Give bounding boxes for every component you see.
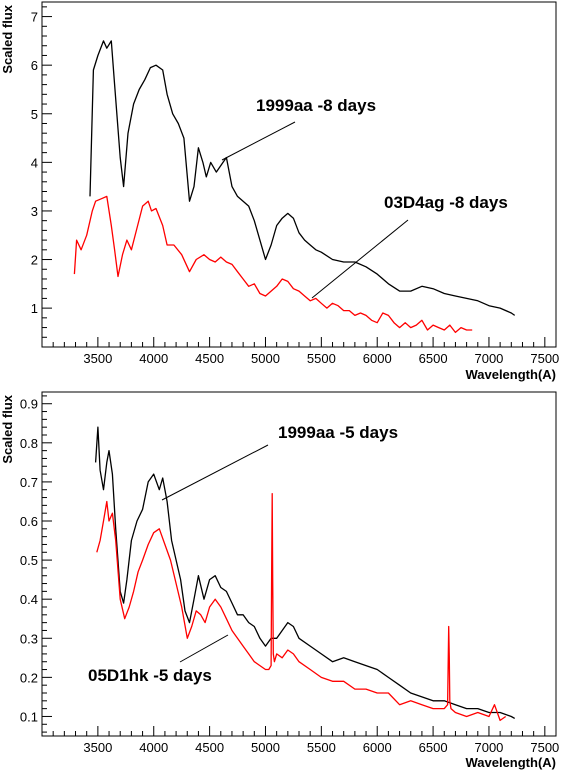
- y-tick-label: 0.7: [20, 475, 38, 490]
- chart-panel-2: 3500 4000 4500 5000 5500 6000 6500 7000 7500 0.1 0…: [0, 391, 559, 770]
- x-tick-label: 3500: [83, 351, 112, 366]
- annotation-label: 1999aa -8 days: [256, 96, 376, 115]
- series-line-red: [73, 195, 473, 334]
- x-tick-label: 4000: [139, 351, 168, 366]
- annotation-pointer: [179, 634, 229, 663]
- x-tick-label: 7500: [530, 351, 559, 366]
- x-tick-label: 7000: [474, 740, 503, 755]
- annotation-label: 1999aa -5 days: [278, 423, 398, 442]
- annotation-label: 03D4ag -8 days: [384, 193, 508, 212]
- series-line-red: [96, 492, 507, 722]
- y-tick-label: 0.3: [20, 631, 38, 646]
- y-tick-label: 4: [31, 155, 38, 170]
- x-axis-label: Wavelength(A): [465, 367, 556, 382]
- y-tick-label: 0.6: [20, 514, 38, 529]
- y-tick-label: 0.9: [20, 397, 38, 412]
- y-tick-label: 0.1: [20, 709, 38, 724]
- x-tick-label: 7500: [530, 740, 559, 755]
- annotation-pointer: [311, 219, 409, 299]
- y-axis-label: Scaled flux: [0, 394, 15, 463]
- annotation-pointer: [161, 444, 269, 501]
- y-tick-label: 3: [31, 204, 38, 219]
- x-tick-label: 4000: [139, 740, 168, 755]
- y-axis-label: Scaled flux: [0, 4, 15, 73]
- y-tick-label: 7: [31, 10, 38, 25]
- x-tick-label: 5500: [307, 740, 336, 755]
- series-line-black: [94, 426, 516, 719]
- y-tick-label: 0.5: [20, 553, 38, 568]
- chart-panel-1: 3500 4000 4500 5000 5500 6000 6500 7000 7500 1 2 3 4…: [0, 1, 559, 382]
- x-tick-label: 3500: [83, 740, 112, 755]
- x-tick-label: 6500: [419, 740, 448, 755]
- x-tick-label: 6500: [419, 351, 448, 366]
- series-line-black: [89, 40, 516, 316]
- y-tick-label: 0.8: [20, 436, 38, 451]
- x-tick-label: 6000: [363, 351, 392, 366]
- annotation-label: 05D1hk -5 days: [88, 666, 212, 685]
- x-tick-label: 5000: [251, 351, 280, 366]
- x-tick-label: 4500: [195, 351, 224, 366]
- x-tick-label: 4500: [195, 740, 224, 755]
- y-tick-label: 0.4: [20, 592, 38, 607]
- x-tick-label: 5000: [251, 740, 280, 755]
- plot-frame: [41, 1, 557, 348]
- y-tick-label: 2: [31, 253, 38, 268]
- x-tick-label: 7000: [474, 351, 503, 366]
- x-axis-label: Wavelength(A): [465, 755, 556, 770]
- x-tick-label: 5500: [307, 351, 336, 366]
- y-tick-label: 5: [31, 107, 38, 122]
- y-tick-label: 6: [31, 58, 38, 73]
- y-tick-label: 0.2: [20, 670, 38, 685]
- annotation-pointer: [221, 121, 296, 161]
- x-tick-label: 6000: [363, 740, 392, 755]
- y-tick-label: 1: [31, 301, 38, 316]
